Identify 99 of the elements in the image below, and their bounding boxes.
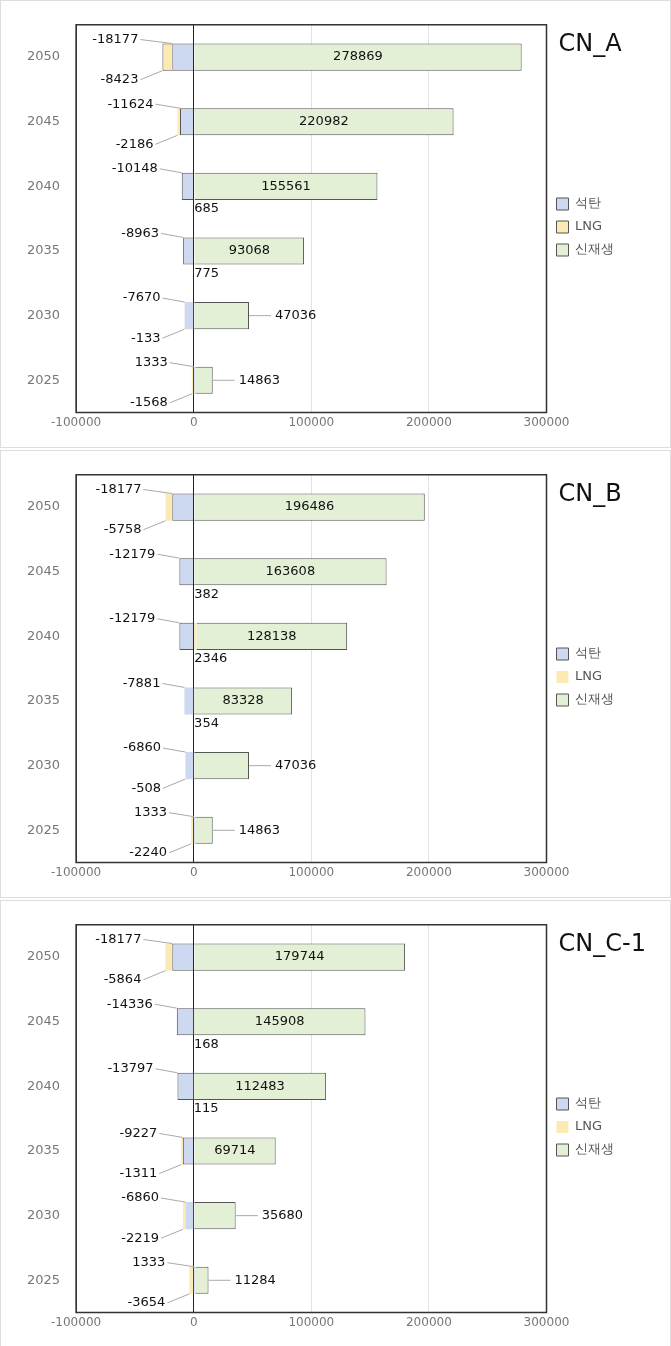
data-label: -7670 xyxy=(122,289,161,305)
data-label: -12179 xyxy=(109,545,156,561)
data-label: 775 xyxy=(194,264,220,280)
y-tick-label: 2025 xyxy=(26,821,61,837)
legend-label: LNG xyxy=(575,1118,603,1134)
x-tick-label: 200000 xyxy=(405,414,452,429)
x-tick-label: 200000 xyxy=(405,864,452,879)
data-label: -8963 xyxy=(121,224,160,240)
data-label: 168 xyxy=(193,1035,219,1051)
legend-label: 신재생 xyxy=(575,241,614,257)
data-label: 163608 xyxy=(265,563,316,579)
data-label: 115 xyxy=(193,1100,219,1116)
data-label: -14336 xyxy=(106,995,153,1011)
data-label: -18177 xyxy=(95,480,142,496)
y-tick-label: 2045 xyxy=(26,113,61,129)
data-label: 47036 xyxy=(275,307,317,323)
data-label: 35680 xyxy=(261,1207,304,1223)
data-label: -6860 xyxy=(121,1189,160,1205)
legend-label: 석탄 xyxy=(575,1095,601,1111)
y-tick-label: 2035 xyxy=(26,692,61,708)
x-tick-label: 0 xyxy=(189,1314,198,1329)
y-tick-label: 2030 xyxy=(26,307,61,323)
data-label: 14863 xyxy=(238,821,281,837)
data-label: -18177 xyxy=(95,930,142,946)
data-label: 220982 xyxy=(299,113,349,129)
data-label: -18177 xyxy=(92,30,139,46)
y-tick-label: 2040 xyxy=(26,627,61,643)
data-label: -9227 xyxy=(119,1124,158,1140)
data-label: -508 xyxy=(131,779,162,795)
data-label: 47036 xyxy=(275,757,317,773)
data-label: 354 xyxy=(194,714,219,730)
y-tick-label: 2045 xyxy=(26,563,61,579)
data-label: -8423 xyxy=(100,71,139,87)
data-label: -1311 xyxy=(119,1164,158,1180)
data-label: -133 xyxy=(131,329,161,345)
data-label: 1333 xyxy=(133,804,168,820)
data-label: -7881 xyxy=(122,674,161,690)
data-label: 155561 xyxy=(261,177,311,193)
legend-label: 신재생 xyxy=(575,1141,614,1157)
data-label: 1333 xyxy=(134,354,168,370)
y-tick-label: 2030 xyxy=(26,1207,61,1223)
data-label: -2219 xyxy=(121,1229,160,1245)
data-label: 112483 xyxy=(235,1077,285,1093)
data-label: -2240 xyxy=(129,844,168,860)
x-tick-label: 100000 xyxy=(288,414,335,429)
y-tick-label: 2035 xyxy=(26,242,61,258)
data-label: 128138 xyxy=(246,627,297,643)
text: CN_C-1 xyxy=(558,929,646,957)
y-tick-label: 2050 xyxy=(26,48,61,64)
legend-label: LNG xyxy=(575,668,603,684)
x-tick-label: 0 xyxy=(189,864,198,879)
y-tick-label: 2050 xyxy=(26,948,61,964)
data-label: -5864 xyxy=(103,971,142,987)
chart-title: CN_A xyxy=(558,29,622,57)
data-label: 93068 xyxy=(228,242,270,258)
data-label: -13797 xyxy=(107,1060,154,1076)
legend-label: LNG xyxy=(575,218,603,234)
x-tick-label: 300000 xyxy=(523,414,570,429)
data-label: 685 xyxy=(194,200,220,216)
data-label: 2346 xyxy=(194,650,228,666)
data-label: -3654 xyxy=(127,1294,166,1310)
y-tick-label: 2025 xyxy=(26,1271,61,1287)
x-tick-label: 0 xyxy=(189,414,198,429)
data-label: 1333 xyxy=(132,1254,166,1270)
legend-label: 석탄 xyxy=(575,645,601,661)
y-tick-label: 2035 xyxy=(26,1142,61,1158)
x-tick-label: -100000 xyxy=(51,414,102,429)
x-tick-label: 300000 xyxy=(523,864,570,879)
y-tick-label: 2050 xyxy=(26,498,61,514)
data-label: -11624 xyxy=(107,95,154,111)
data-label: 278869 xyxy=(333,48,383,64)
data-label: -1568 xyxy=(130,394,168,410)
x-tick-label: -100000 xyxy=(51,864,102,879)
x-tick-label: 300000 xyxy=(523,1314,570,1329)
data-label: 11284 xyxy=(234,1271,276,1287)
y-tick-label: 2025 xyxy=(26,371,61,387)
y-tick-label: 2040 xyxy=(26,1077,61,1093)
data-label: 145908 xyxy=(254,1013,305,1029)
data-label: -12179 xyxy=(109,610,156,626)
x-tick-label: -100000 xyxy=(51,1314,102,1329)
y-tick-label: 2040 xyxy=(26,177,61,193)
data-label: -6860 xyxy=(123,739,162,755)
data-label: -5758 xyxy=(103,521,142,537)
x-tick-label: 200000 xyxy=(405,1314,452,1329)
data-label: 382 xyxy=(194,585,219,601)
legend-label: 석탄 xyxy=(575,195,601,211)
chart-title: CN_B xyxy=(558,479,622,507)
legend-label: 신재생 xyxy=(575,691,614,707)
data-label: -10148 xyxy=(111,160,158,176)
x-tick-label: 100000 xyxy=(288,864,335,879)
y-tick-label: 2045 xyxy=(26,1013,61,1029)
data-label: 69714 xyxy=(214,1142,256,1158)
data-label: 196486 xyxy=(284,498,335,514)
y-tick-label: 2030 xyxy=(26,757,61,773)
data-label: 179744 xyxy=(274,948,325,964)
data-label: 83328 xyxy=(222,692,264,708)
x-tick-label: 100000 xyxy=(288,1314,335,1329)
data-label: 14863 xyxy=(238,371,281,387)
data-label: -2186 xyxy=(115,135,154,151)
